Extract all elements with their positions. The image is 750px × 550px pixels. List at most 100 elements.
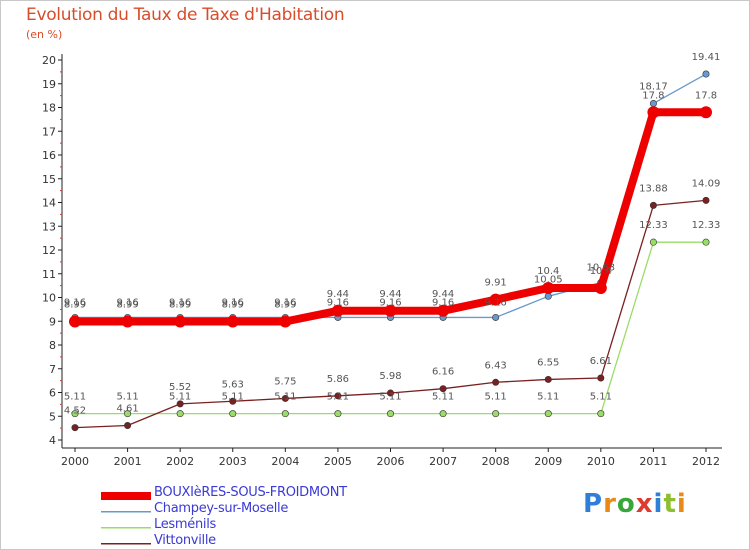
data-point: [492, 378, 500, 386]
data-point: [334, 392, 342, 400]
data-label: 5.52: [169, 382, 191, 393]
data-point: [334, 410, 342, 418]
data-point: [279, 315, 292, 328]
data-label: 5.11: [590, 392, 612, 403]
y-tick-label: 15: [42, 173, 56, 186]
legend-swatch-champey: [101, 511, 151, 513]
data-label: 8.99: [274, 299, 296, 310]
data-point: [647, 106, 660, 119]
chart-data-labels: 8.99 8.99 8.99 8.99 8.99 9.44 9.44 9.44 9.91 10.4…: [64, 52, 720, 417]
data-label: 5.11: [274, 392, 296, 403]
data-label: 9.44: [379, 289, 401, 300]
x-tick-label: 2011: [639, 455, 667, 468]
data-point: [702, 70, 710, 78]
data-label: 5.11: [432, 392, 454, 403]
chart-subtitle: (en %): [26, 28, 63, 41]
data-point: [386, 389, 394, 397]
data-label: 4.61: [116, 404, 138, 415]
x-tick-label: 2000: [61, 455, 89, 468]
data-point: [281, 410, 289, 418]
data-label: 6.61: [590, 356, 612, 367]
legend-label-bouxieres: BOUXIèRES-SOUS-FROIDMONT: [154, 485, 347, 500]
data-point: [124, 410, 132, 418]
data-label: 5.11: [327, 392, 349, 403]
legend-swatch-bouxieres: [101, 492, 151, 500]
x-tick-label: 2005: [324, 455, 352, 468]
data-point: [229, 397, 237, 405]
data-label: 4.52: [64, 406, 86, 417]
data-point: [594, 282, 607, 294]
data-point: [649, 201, 657, 209]
data-label: 13.88: [639, 183, 668, 194]
data-point: [331, 304, 344, 317]
data-label: 19.41: [692, 52, 721, 63]
y-tick-label: 20: [42, 54, 56, 67]
y-tick-label: 17: [42, 125, 56, 138]
data-label: 5.11: [537, 392, 559, 403]
data-point: [597, 410, 605, 418]
data-point: [439, 385, 447, 393]
data-label: 5.11: [169, 392, 191, 403]
y-tick-label: 4: [49, 434, 56, 447]
y-tick-label: 7: [49, 363, 56, 376]
legend-label-vittonville: Vittonville: [154, 533, 216, 548]
data-point: [492, 410, 500, 418]
data-label: 9.16: [485, 297, 507, 308]
data-point: [702, 238, 710, 246]
chart-title: Evolution du Taux de Taxe d'Habitation: [26, 5, 345, 25]
data-point: [176, 400, 184, 408]
data-point: [700, 106, 712, 119]
y-tick-label: 5: [49, 410, 56, 423]
data-label: 5.11: [379, 392, 401, 403]
x-tick-label: 2007: [429, 455, 457, 468]
data-label: 5.11: [222, 392, 244, 403]
data-point: [384, 304, 397, 317]
data-label: 10.4: [537, 266, 559, 277]
data-label: 6.43: [485, 360, 507, 371]
series-line-1: [74, 73, 707, 319]
data-label: 9.16: [116, 297, 138, 308]
data-point: [597, 374, 605, 382]
data-label: 5.11: [485, 392, 507, 403]
y-tick-label: 19: [42, 78, 56, 91]
y-tick-label: 13: [42, 220, 56, 233]
data-point: [544, 292, 552, 300]
data-label: 9.16: [327, 297, 349, 308]
data-label: 12.33: [692, 220, 721, 231]
x-tick-label: 2004: [271, 455, 299, 468]
data-point: [229, 410, 237, 418]
x-tick-label: 2012: [692, 455, 720, 468]
x-tick-label: 2010: [587, 455, 615, 468]
logo-letter: r: [603, 489, 617, 519]
legend-label-lesmenils: Lesménils: [154, 517, 216, 532]
data-point: [176, 410, 184, 418]
y-tick-label: 9: [49, 315, 56, 328]
data-label: 14.09: [692, 178, 721, 189]
data-label: 18.17: [639, 81, 668, 92]
data-label: 17.8: [695, 90, 717, 101]
data-label: 17.8: [642, 90, 664, 101]
data-label: 9.16: [379, 297, 401, 308]
data-label: 5.63: [222, 379, 244, 390]
data-label: 5.75: [274, 376, 296, 387]
data-label: 9.16: [432, 297, 454, 308]
data-point: [702, 196, 710, 204]
data-point: [544, 410, 552, 418]
data-label: 5.86: [327, 374, 349, 385]
legend-swatch-lesmenils: [101, 527, 151, 529]
chart-series: [69, 70, 712, 432]
data-label: 5.98: [379, 371, 401, 382]
data-label: 9.16: [222, 297, 244, 308]
y-tick-label: 16: [42, 149, 56, 162]
logo-letter: P: [583, 489, 604, 519]
y-tick-label: 18: [42, 102, 56, 115]
data-point: [492, 313, 500, 321]
x-tick-label: 2006: [377, 455, 405, 468]
legend-label-champey: Champey-sur-Moselle: [154, 501, 289, 516]
logo-letter: t: [663, 489, 677, 519]
logo-letter: i: [676, 489, 687, 519]
data-label: 10.63: [587, 263, 616, 274]
data-point: [124, 422, 132, 430]
proxiti-logo: Proxiti: [583, 489, 687, 519]
